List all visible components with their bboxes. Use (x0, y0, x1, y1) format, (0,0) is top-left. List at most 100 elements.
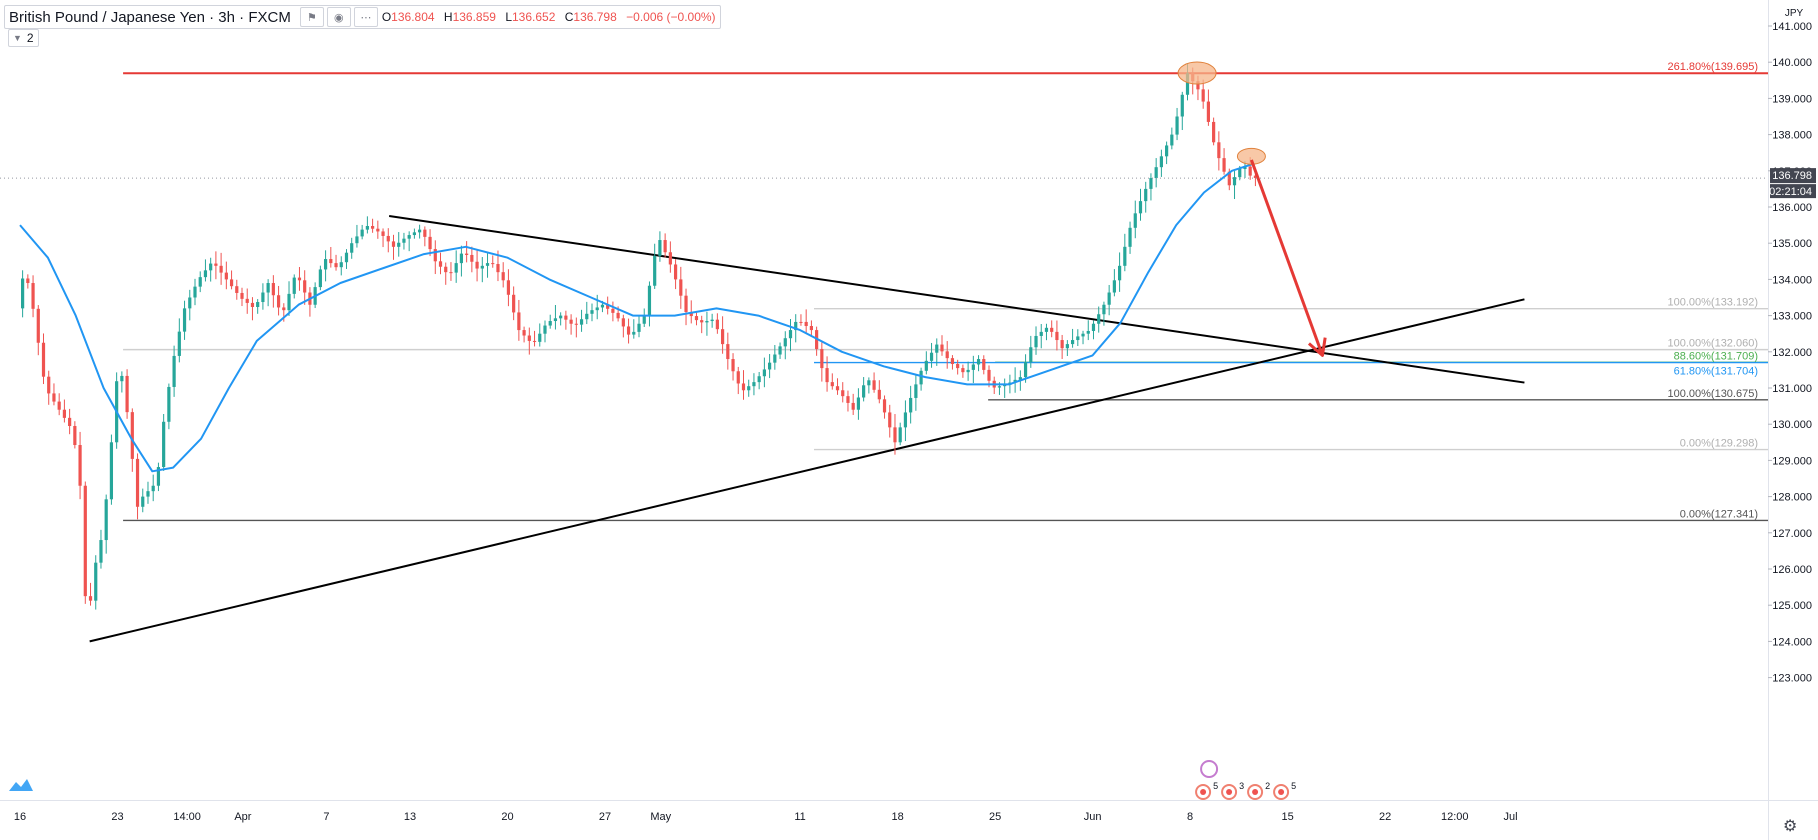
more-icon[interactable]: ⋯ (353, 7, 378, 27)
candle-body (1018, 377, 1022, 380)
time-tick-label: Jul (1503, 811, 1517, 823)
candle-body (700, 320, 704, 323)
candle-body (590, 310, 594, 314)
countdown-tag (1770, 184, 1816, 199)
candle-body (673, 264, 678, 280)
candle-body (720, 329, 725, 345)
candle-body (438, 261, 443, 267)
candle-body (522, 330, 526, 336)
candle-body (371, 226, 375, 229)
candle-body (987, 369, 991, 381)
candle-body (376, 228, 380, 232)
candle-body (1029, 347, 1033, 363)
candle-body (632, 331, 636, 335)
event-markers[interactable]: 5 3 2 5 (1195, 760, 1296, 800)
candle-body (694, 316, 699, 321)
candle-body (26, 278, 30, 284)
candle-body (83, 485, 87, 597)
candle-body (882, 399, 887, 413)
candle-body (1222, 158, 1226, 172)
price-tick-label: 141.000 (1772, 21, 1812, 33)
candle-body (862, 385, 866, 398)
candle-body (799, 321, 803, 323)
candle-body (653, 255, 657, 286)
candle-body (830, 382, 834, 387)
candle-body (741, 383, 746, 391)
symbol-title[interactable]: British Pound / Japanese Yen · 3h · FXCM (9, 8, 291, 26)
candle-body (1154, 167, 1158, 179)
flag-event-icon (1200, 760, 1219, 778)
candle-body (1034, 335, 1038, 348)
candle-body (261, 292, 265, 303)
event-count: 2 (1265, 781, 1270, 791)
candle-body (1097, 314, 1101, 324)
candle-body (73, 426, 77, 446)
candle-body (229, 279, 234, 287)
candle-body (517, 312, 521, 331)
candle-body (224, 272, 228, 280)
price-tick-label: 131.000 (1772, 383, 1812, 395)
candle-body (1217, 142, 1221, 159)
event-count: 5 (1291, 781, 1296, 791)
tradingview-logo-icon[interactable] (8, 776, 34, 794)
candle-body (52, 393, 56, 402)
flag-icon[interactable]: ⚑ (299, 7, 324, 27)
candle-body (684, 295, 688, 312)
candle-body (971, 364, 975, 370)
candle-body (423, 229, 427, 237)
time-tick-label: 18 (891, 811, 903, 823)
candle-body (1070, 340, 1075, 345)
candle-body (846, 396, 850, 403)
candle-body (156, 467, 161, 486)
studies-toggle[interactable]: ▼ 2 (8, 29, 39, 47)
candle-body (1232, 177, 1237, 186)
candle-body (146, 491, 150, 497)
candle-body (658, 240, 662, 256)
time-axis[interactable]: 16 23 14:00 Apr 7 13 20 27 May 11 18 25 Jun 8 15 22 12:0… (14, 811, 1518, 823)
time-tick-label: 7 (323, 811, 329, 823)
ma-line (19, 162, 1255, 473)
candle-body (559, 315, 563, 319)
candle-body (1065, 344, 1069, 349)
candle-body (418, 229, 422, 233)
ohlc-readout: O136.804 H136.859 L136.652 C136.798 −0.0… (382, 10, 716, 24)
low-value: 136.652 (512, 10, 556, 24)
trendline (388, 215, 1525, 384)
candle-body (276, 295, 281, 308)
candle-body (402, 238, 406, 243)
symbol-legend: British Pound / Japanese Yen · 3h · FXCM… (4, 5, 721, 29)
candle-body (835, 386, 840, 391)
candle-body (809, 326, 813, 331)
candle-body (407, 235, 411, 239)
eye-icon[interactable]: ◉ (326, 7, 351, 27)
price-tick-label: 128.000 (1772, 492, 1812, 504)
price-axis[interactable]: JPY 123.000 124.000 125.000 126.000 127.000 12… (1768, 8, 1816, 685)
candle-body (428, 236, 432, 250)
candle-body (851, 402, 855, 410)
candle-body (1138, 201, 1143, 214)
level-label: 100.00%(132.060) (1667, 338, 1758, 350)
chevron-down-icon: ▼ (13, 33, 22, 43)
last-price-tag (1770, 168, 1816, 184)
gear-icon[interactable]: ⚙ (1783, 818, 1798, 835)
candle-body (109, 442, 114, 500)
candle-body (642, 315, 646, 324)
close-value: 136.798 (573, 10, 617, 24)
candle-body (397, 242, 401, 247)
candle-body (36, 308, 40, 343)
level-label: 0.00%(127.341) (1680, 508, 1758, 520)
candle-body (945, 351, 949, 359)
candle-body (705, 321, 709, 323)
candle-body (256, 302, 260, 308)
candle-body (783, 338, 787, 347)
candle-body (360, 229, 364, 237)
candle-body (214, 263, 218, 266)
time-tick-label: Jun (1084, 811, 1102, 823)
candle-body (778, 346, 782, 355)
candle-body (1133, 213, 1137, 228)
price-tick-label: 126.000 (1772, 564, 1812, 576)
candle-body (444, 266, 448, 273)
candle-body (1107, 292, 1111, 305)
candle-body (710, 319, 714, 322)
